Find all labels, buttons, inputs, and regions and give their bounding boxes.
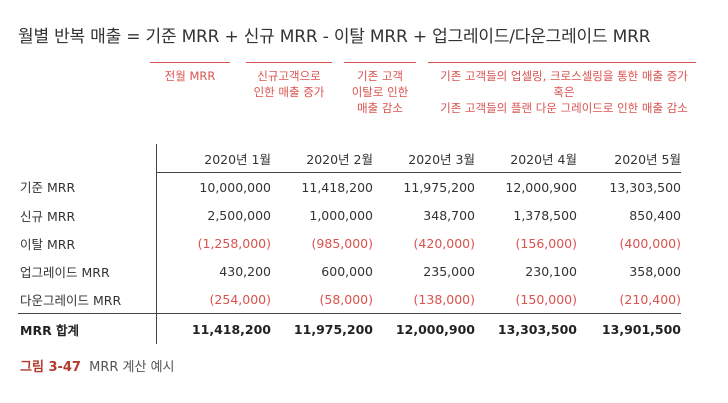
figure-title: MRR 계산 예시 [89,360,175,375]
note-expansion: 기존 고객들의 업셀링, 크로스셀링을 통한 매출 증가 혹은 기존 고객들의 … [424,68,704,116]
note-new-line: 인한 매출 증가 [253,85,325,99]
column-header: 2020년 5월 [577,144,681,173]
table-row: 신규 MRR 2,500,000 1,000,000 348,700 1,378… [18,201,681,229]
table-cell: 13,303,500 [609,179,681,195]
table-cell-negative: (985,000) [311,235,373,251]
table-cell: 348,700 [423,207,475,223]
table-cell-negative: (400,000) [619,235,681,251]
row-label: 이탈 MRR [18,229,157,257]
note-new-line: 신규고객으로 [257,69,321,83]
note-churn-line: 이탈로 인한 [351,85,409,99]
note-new: 신규고객으로 인한 매출 증가 [242,68,336,100]
table-cell-negative: (1,258,000) [197,235,271,251]
figure-number: 그림 3-47 [20,360,81,375]
note-underline-expansion [428,62,696,63]
table-cell-negative: (210,400) [619,291,681,307]
table-cell: 358,000 [629,263,681,279]
header-corner [18,144,157,173]
figure-caption: 그림 3-47 MRR 계산 예시 [20,356,175,375]
note-expansion-line: 혹은 [553,85,575,99]
formula-heading: 월별 반복 매출 = 기준 MRR + 신규 MRR - 이탈 MRR + 업그… [18,27,651,47]
table-row: 이탈 MRR (1,258,000) (985,000) (420,000) (… [18,229,681,257]
row-label: 업그레이드 MRR [18,257,157,285]
note-underline-previous [150,62,230,63]
note-underline-churn [344,62,416,63]
table-cell: 600,000 [321,263,373,279]
table-cell: 1,000,000 [309,207,373,223]
table-cell-negative: (150,000) [515,291,577,307]
mrr-table: 2020년 1월 2020년 2월 2020년 3월 2020년 4월 2020… [18,144,681,344]
table-cell-negative: (58,000) [319,291,374,307]
column-header: 2020년 4월 [475,144,577,173]
note-churn: 기존 고객 이탈로 인한 매출 감소 [338,68,422,116]
table-cell: 11,418,200 [301,179,373,195]
table-row: 기준 MRR 10,000,000 11,418,200 11,975,200 … [18,172,681,201]
table-cell: 230,100 [525,263,577,279]
table-cell: 850,400 [629,207,681,223]
note-churn-line: 기존 고객 [357,69,403,83]
total-label: MRR 합계 [18,313,157,344]
column-header: 2020년 2월 [271,144,373,173]
table-cell: 10,000,000 [199,179,271,195]
table-cell: 235,000 [423,263,475,279]
table-row: 업그레이드 MRR 430,200 600,000 235,000 230,10… [18,257,681,285]
table-cell: 12,000,900 [505,179,577,195]
table-cell-negative: (254,000) [209,291,271,307]
table-total-row: MRR 합계 11,418,200 11,975,200 12,000,900 … [18,313,681,344]
table-cell: 2,500,000 [207,207,271,223]
table-header-row: 2020년 1월 2020년 2월 2020년 3월 2020년 4월 2020… [18,144,681,173]
note-underline-new [246,62,332,63]
note-expansion-line: 기존 고객들의 업셀링, 크로스셀링을 통한 매출 증가 [440,69,688,83]
table-cell: 1,378,500 [513,207,577,223]
note-expansion-line: 기존 고객들의 플랜 다운 그레이드로 인한 매출 감소 [440,101,688,115]
total-cell: 11,418,200 [156,313,271,344]
note-churn-line: 매출 감소 [357,101,403,115]
table-cell: 11,975,200 [403,179,475,195]
note-previous-line: 전월 MRR [164,69,216,83]
row-label: 다운그레이드 MRR [18,285,157,314]
total-cell: 13,901,500 [577,313,681,344]
table-cell-negative: (156,000) [515,235,577,251]
total-cell: 13,303,500 [475,313,577,344]
row-label: 기준 MRR [18,172,157,201]
table-cell: 430,200 [219,263,271,279]
column-header: 2020년 3월 [373,144,475,173]
table-cell-negative: (138,000) [413,291,475,307]
total-cell: 12,000,900 [373,313,475,344]
row-label: 신규 MRR [18,201,157,229]
table-cell-negative: (420,000) [413,235,475,251]
total-cell: 11,975,200 [271,313,373,344]
table-row: 다운그레이드 MRR (254,000) (58,000) (138,000) … [18,285,681,314]
note-previous: 전월 MRR [150,68,230,84]
column-header: 2020년 1월 [156,144,271,173]
